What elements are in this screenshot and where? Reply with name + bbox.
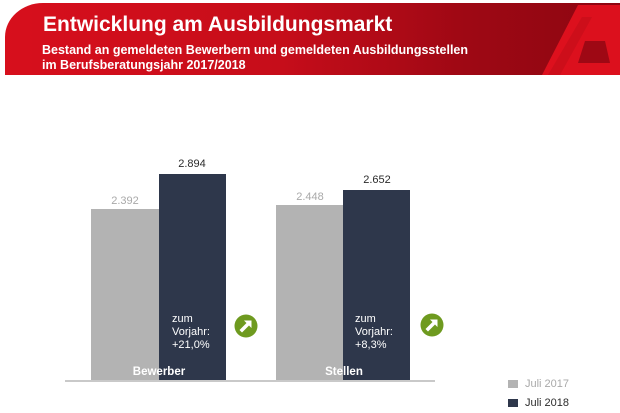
legend-item-juli-2018: Juli 2018 <box>508 393 569 412</box>
subtitle-line-2: im Berufsberatungsjahr 2017/2018 <box>42 58 246 72</box>
legend-swatch-2017 <box>508 379 518 388</box>
page-title: Entwicklung am Ausbildungsmarkt <box>43 13 393 36</box>
category-label-stellen: Stellen <box>325 366 363 378</box>
legend-label-2017: Juli 2017 <box>525 377 570 390</box>
value-label-stellen-2017: 2.448 <box>296 191 324 203</box>
value-label-bewerber-2017: 2.392 <box>111 195 139 207</box>
category-label-bewerber: Bewerber <box>132 366 186 378</box>
value-label-bewerber-2018: 2.894 <box>178 158 206 170</box>
bar-bewerber-juli-2018 <box>159 174 226 380</box>
value-label-stellen-2018: 2.652 <box>363 174 391 186</box>
change-annotation-bewerber: zum Vorjahr: +21,0% <box>172 313 210 351</box>
subtitle-line-1: Bestand an gemeldeten Bewerbern und geme… <box>42 43 469 57</box>
bar-bewerber-juli-2017 <box>91 209 159 380</box>
arrow-up-right-icon <box>234 314 258 338</box>
change-annotation-stellen: zum Vorjahr: +8,3% <box>355 313 393 351</box>
chart-legend: Juli 2017 Juli 2018 <box>508 374 569 412</box>
bundesagentur-a-logo-icon <box>542 5 620 75</box>
header-banner: Entwicklung am Ausbildungsmarkt Bestand … <box>5 3 620 75</box>
bar-stellen-juli-2017 <box>276 205 343 380</box>
page-subtitle: Bestand an gemeldeten Bewerbern und geme… <box>42 43 468 73</box>
legend-label-2018: Juli 2018 <box>525 396 570 409</box>
legend-swatch-2018 <box>508 398 518 407</box>
arrow-up-right-icon <box>420 313 444 337</box>
bar-stellen-juli-2018 <box>343 190 410 380</box>
legend-item-juli-2017: Juli 2017 <box>508 374 569 393</box>
x-axis-baseline <box>65 380 435 382</box>
